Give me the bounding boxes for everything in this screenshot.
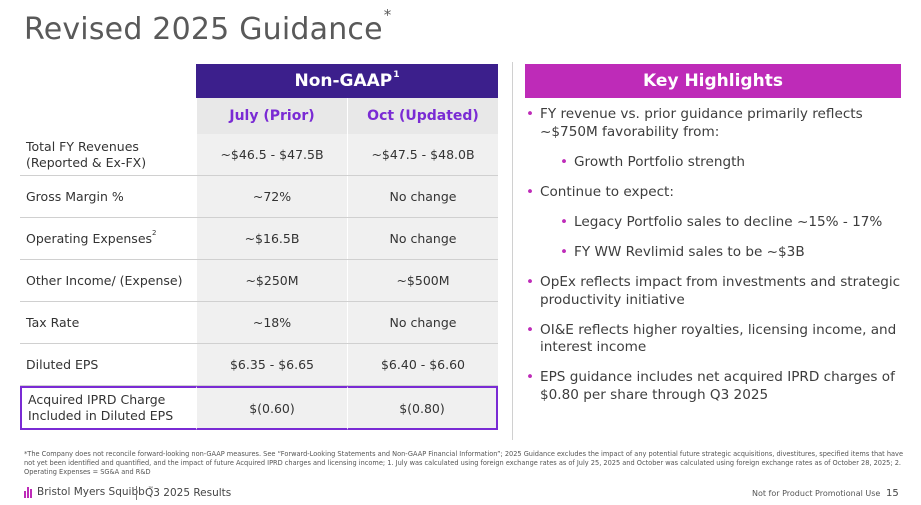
row-value-oct: No change (347, 218, 498, 259)
table-row-total-fy-revenues: Total FY Revenues (Reported & Ex-FX) ~$4… (20, 134, 498, 176)
highlight-text: EPS guidance includes net acquired IPRD … (540, 369, 895, 404)
highlight-text: FY revenue vs. prior guidance primarily … (540, 106, 863, 140)
table-header-spacer (20, 64, 196, 98)
slide-footer: Bristol Myers Squibb ™ Q3 2025 Results No… (0, 486, 921, 502)
row-label: Gross Margin % (20, 176, 196, 217)
highlight-text: OpEx reflects impact from investments an… (540, 273, 901, 308)
bullet-icon: • (560, 243, 569, 260)
highlight-item: • OpEx reflects impact from investments a… (526, 274, 906, 310)
highlight-text: FY WW Revlimid sales to be ~$3B (574, 243, 805, 260)
key-highlights-header: Key Highlights (525, 64, 901, 98)
bullet-icon: • (526, 369, 535, 386)
table-header-spacer (20, 98, 196, 134)
row-label-text: Acquired IPRD Charge Included in Diluted… (28, 392, 174, 423)
row-value-july: $6.35 - $6.65 (196, 344, 347, 385)
deck-title: Q3 2025 Results (145, 487, 232, 499)
highlight-text: Legacy Portfolio sales to decline ~15% -… (574, 213, 883, 230)
row-label-text: Other Income/ (Expense) (26, 272, 183, 288)
footnote: *The Company does not reconcile forward-… (24, 450, 904, 476)
row-label-text: Operating Expenses (26, 230, 153, 246)
row-label-footnote-mark: 2 (152, 229, 157, 238)
bullet-icon: • (526, 106, 535, 122)
row-value-july: ~$250M (196, 260, 347, 301)
page-title-text: Revised 2025 Guidance (24, 12, 383, 47)
row-value-oct: No change (347, 302, 498, 343)
footer-divider (136, 486, 137, 500)
highlight-text: Continue to expect: (540, 183, 674, 200)
highlight-item: • EPS guidance includes net acquired IPRD… (526, 369, 906, 405)
column-header-oct: Oct (Updated) (347, 98, 498, 134)
page-number: 15 (886, 488, 899, 499)
table-row-diluted-eps: Diluted EPS $6.35 - $6.65 $6.40 - $6.60 (20, 344, 498, 386)
non-gaap-header: Non-GAAP 1 (196, 64, 498, 98)
promo-notice: Not for Product Promotional Use (752, 489, 881, 498)
bms-logo-icon (24, 486, 34, 498)
row-label: Total FY Revenues (Reported & Ex-FX) (20, 134, 196, 175)
column-divider (512, 62, 513, 440)
row-label-text: Total FY Revenues (Reported & Ex-FX) (26, 138, 147, 170)
table-row-gross-margin: Gross Margin % ~72% No change (20, 176, 498, 218)
non-gaap-footnote-mark: 1 (393, 70, 400, 80)
highlight-subitem: • FY WW Revlimid sales to be ~$3B (526, 244, 906, 262)
row-label: Acquired IPRD Charge Included in Diluted… (20, 386, 196, 430)
bullet-icon: • (526, 321, 535, 338)
row-value-oct: No change (347, 176, 498, 217)
row-value-july: ~$16.5B (196, 218, 347, 259)
highlight-item: • Continue to expect: (526, 184, 906, 202)
guidance-table: Non-GAAP 1 July (Prior) Oct (Updated) Tot… (20, 64, 498, 430)
row-value-july: $(0.60) (196, 386, 347, 430)
table-row-acquired-iprd: Acquired IPRD Charge Included in Diluted… (20, 386, 498, 430)
row-label-text: Tax Rate (26, 314, 80, 330)
bullet-icon: • (560, 153, 569, 170)
bullet-icon: • (526, 273, 535, 290)
row-value-july: ~$46.5 - $47.5B (196, 134, 347, 175)
table-column-header-row: July (Prior) Oct (Updated) (20, 98, 498, 134)
row-label-text: Diluted EPS (26, 356, 99, 372)
row-value-july: ~72% (196, 176, 347, 217)
row-value-oct: ~$47.5 - $48.0B (347, 134, 498, 175)
row-value-oct: ~$500M (347, 260, 498, 301)
row-value-oct: $(0.80) (347, 386, 498, 430)
highlight-subitem: • Legacy Portfolio sales to decline ~15% … (526, 214, 906, 232)
title-footnote-mark: * (383, 6, 392, 24)
row-label: Operating Expenses 2 (20, 218, 196, 259)
highlight-text: OI&E reflects higher royalties, licensin… (540, 321, 897, 356)
row-label: Diluted EPS (20, 344, 196, 385)
table-group-header-row: Non-GAAP 1 (20, 64, 498, 98)
table-row-tax-rate: Tax Rate ~18% No change (20, 302, 498, 344)
non-gaap-header-label: Non-GAAP (294, 71, 393, 91)
company-logo: Bristol Myers Squibb ™ (24, 486, 154, 498)
row-value-july: ~18% (196, 302, 347, 343)
table-row-operating-expenses: Operating Expenses 2 ~$16.5B No change (20, 218, 498, 260)
column-header-july: July (Prior) (196, 98, 347, 134)
bullet-icon: • (560, 213, 569, 230)
table-row-other-income: Other Income/ (Expense) ~$250M ~$500M (20, 260, 498, 302)
row-label: Tax Rate (20, 302, 196, 343)
row-label-text: Gross Margin % (26, 188, 124, 204)
highlight-subitem: • Growth Portfolio strength (526, 154, 906, 172)
row-value-oct: $6.40 - $6.60 (347, 344, 498, 385)
bullet-icon: • (526, 183, 535, 200)
highlight-item: • OI&E reflects higher royalties, licensi… (526, 322, 906, 358)
row-label: Other Income/ (Expense) (20, 260, 196, 301)
key-highlights-list: • FY revenue vs. prior guidance primarily… (526, 106, 906, 417)
trademark-mark: ™ (147, 485, 154, 493)
highlight-text: Growth Portfolio strength (574, 153, 746, 170)
company-name: Bristol Myers Squibb (37, 486, 145, 498)
page-title: Revised 2025 Guidance* (24, 6, 391, 47)
highlight-item: • FY revenue vs. prior guidance primarily… (526, 106, 906, 142)
